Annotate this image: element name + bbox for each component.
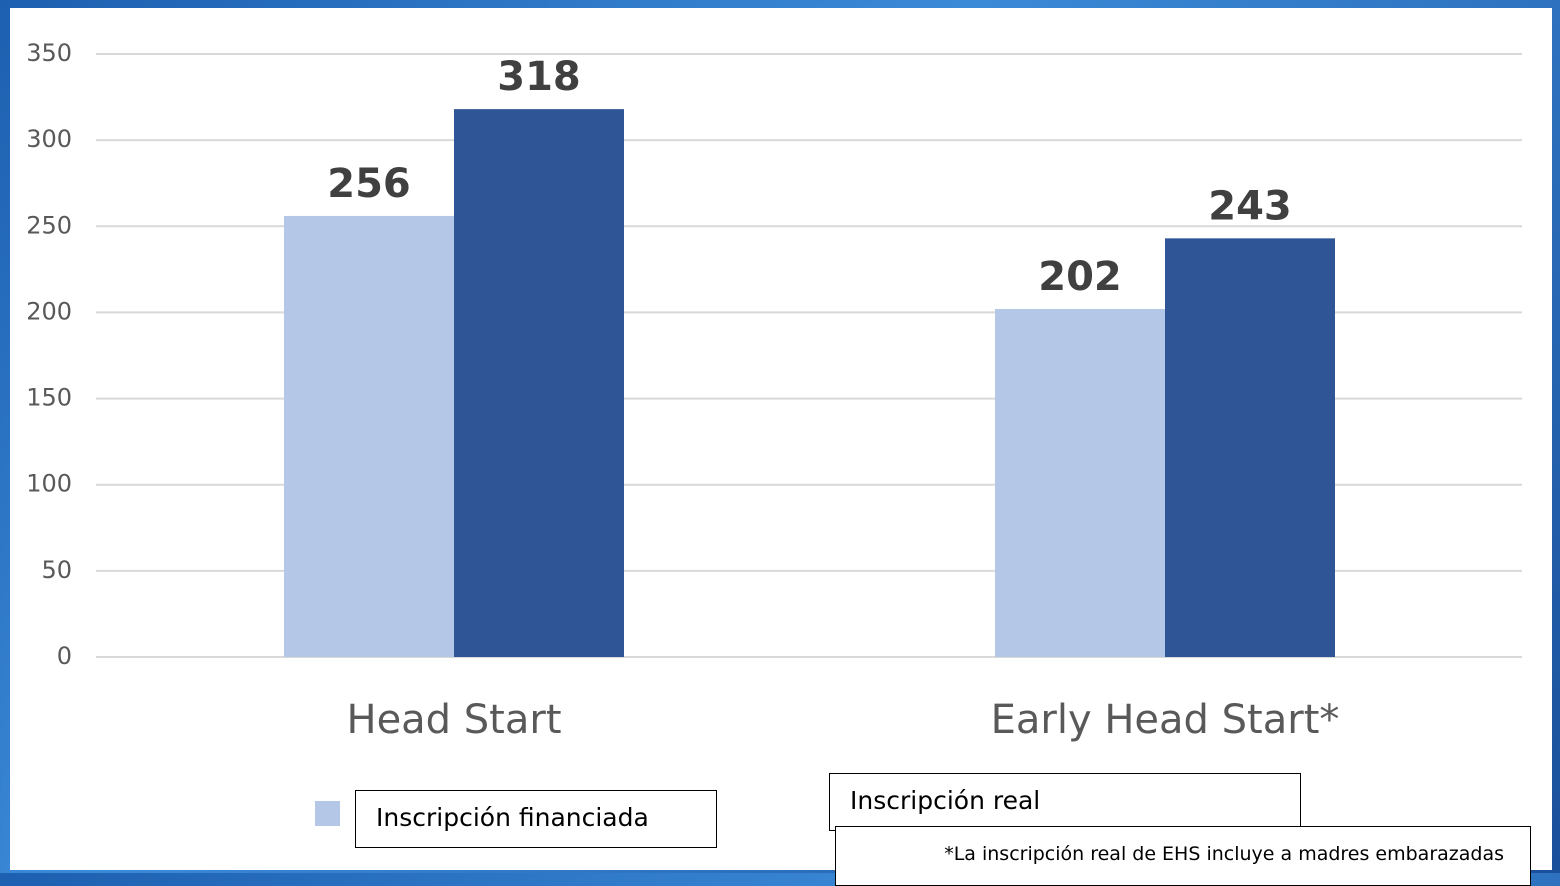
bar <box>1165 238 1335 658</box>
data-label: 243 <box>1208 183 1292 229</box>
x-tick-label: Early Head Start* <box>991 697 1340 743</box>
footnote: *La inscripción real de EHS incluye a ma… <box>835 826 1531 886</box>
y-tick-label: 100 <box>26 470 72 498</box>
legend-entry: Inscripción financiada <box>355 790 717 848</box>
y-tick-label: 350 <box>26 39 72 67</box>
data-label: 318 <box>497 54 581 100</box>
legend-entry: Inscripción real <box>829 773 1301 831</box>
data-label: 202 <box>1038 254 1122 300</box>
x-tick-label: Head Start <box>346 697 561 743</box>
legend-swatch <box>315 801 340 826</box>
y-tick-label: 300 <box>26 125 72 153</box>
y-tick-label: 0 <box>57 642 72 670</box>
bar <box>284 215 454 657</box>
y-tick-label: 200 <box>26 297 72 325</box>
bar <box>995 308 1165 657</box>
y-tick-label: 150 <box>26 384 72 412</box>
y-tick-label: 50 <box>41 556 72 584</box>
bar <box>454 109 624 658</box>
y-tick-label: 250 <box>26 211 72 239</box>
data-label: 256 <box>327 161 411 207</box>
